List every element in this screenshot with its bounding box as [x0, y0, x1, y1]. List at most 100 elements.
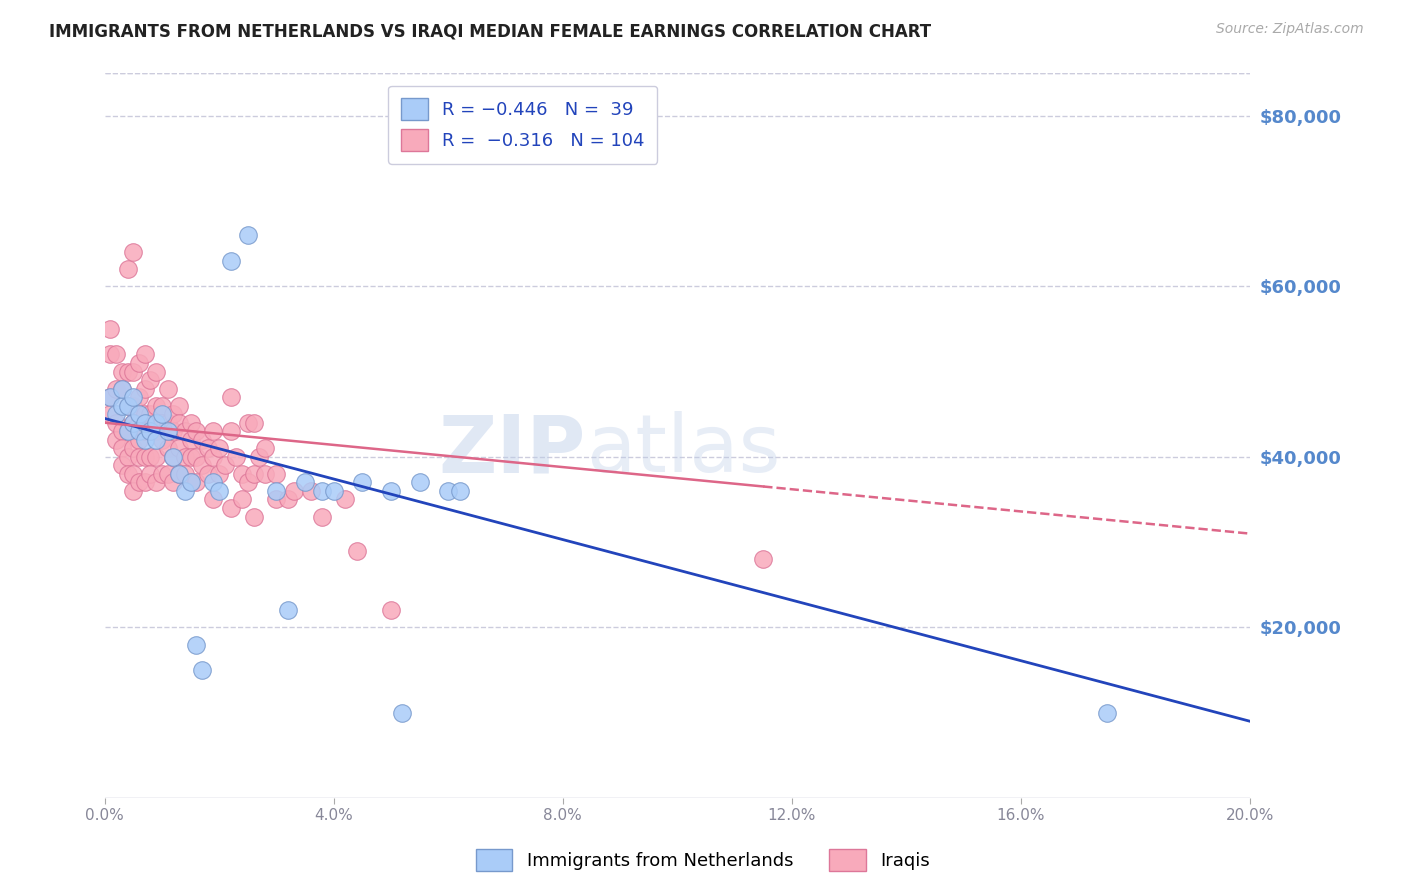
Point [299, 483, 322, 498]
Point [122, 483, 145, 498]
Point [191, 433, 214, 447]
Point [105, 416, 128, 430]
Point [167, 416, 190, 430]
Point [277, 603, 299, 617]
Point [277, 492, 299, 507]
Point [105, 382, 128, 396]
Point [242, 416, 264, 430]
Point [180, 475, 202, 490]
Point [253, 467, 276, 481]
Point [105, 347, 128, 361]
Point [449, 483, 471, 498]
Point [180, 450, 202, 464]
Point [128, 424, 150, 438]
Point [752, 552, 775, 566]
Point [186, 638, 208, 652]
Point [242, 509, 264, 524]
Point [208, 483, 231, 498]
Point [283, 483, 305, 498]
Point [150, 416, 173, 430]
Point [117, 424, 139, 438]
Point [197, 442, 219, 456]
Point [167, 399, 190, 413]
Point [117, 467, 139, 481]
Point [111, 442, 134, 456]
Point [117, 399, 139, 413]
Point [122, 390, 145, 404]
Point [242, 467, 264, 481]
Point [134, 416, 156, 430]
Point [111, 382, 134, 396]
Point [100, 390, 122, 404]
Point [219, 253, 242, 268]
Point [134, 407, 156, 421]
Point [202, 450, 225, 464]
Point [145, 416, 167, 430]
Point [134, 433, 156, 447]
Legend: Immigrants from Netherlands, Iraqis: Immigrants from Netherlands, Iraqis [470, 842, 936, 879]
Point [117, 399, 139, 413]
Point [186, 424, 208, 438]
Point [117, 424, 139, 438]
Point [236, 475, 259, 490]
Point [128, 416, 150, 430]
Point [266, 492, 288, 507]
Point [100, 407, 122, 421]
Point [105, 407, 128, 421]
Point [162, 475, 184, 490]
Point [122, 416, 145, 430]
Point [162, 450, 184, 464]
Point [162, 407, 184, 421]
Point [180, 416, 202, 430]
Point [173, 483, 195, 498]
Point [128, 475, 150, 490]
Point [111, 365, 134, 379]
Point [150, 467, 173, 481]
Point [408, 475, 430, 490]
Point [134, 347, 156, 361]
Point [128, 356, 150, 370]
Point [156, 424, 179, 438]
Point [139, 450, 162, 464]
Point [208, 442, 231, 456]
Point [150, 433, 173, 447]
Point [231, 492, 253, 507]
Point [122, 442, 145, 456]
Point [173, 467, 195, 481]
Point [117, 262, 139, 277]
Point [180, 475, 202, 490]
Point [100, 390, 122, 404]
Point [128, 450, 150, 464]
Point [117, 365, 139, 379]
Point [145, 365, 167, 379]
Point [122, 399, 145, 413]
Point [180, 433, 202, 447]
Point [162, 424, 184, 438]
Point [173, 424, 195, 438]
Point [231, 467, 253, 481]
Point [191, 663, 214, 677]
Point [437, 483, 460, 498]
Point [236, 416, 259, 430]
Point [139, 467, 162, 481]
Point [186, 475, 208, 490]
Point [311, 509, 333, 524]
Point [219, 424, 242, 438]
Point [214, 458, 236, 473]
Point [150, 399, 173, 413]
Point [134, 475, 156, 490]
Point [111, 424, 134, 438]
Point [391, 706, 413, 720]
Point [139, 373, 162, 387]
Point [311, 483, 333, 498]
Point [145, 424, 167, 438]
Text: atlas: atlas [586, 411, 780, 489]
Point [294, 475, 316, 490]
Point [128, 390, 150, 404]
Point [156, 467, 179, 481]
Text: IMMIGRANTS FROM NETHERLANDS VS IRAQI MEDIAN FEMALE EARNINGS CORRELATION CHART: IMMIGRANTS FROM NETHERLANDS VS IRAQI MED… [49, 22, 931, 40]
Point [111, 382, 134, 396]
Point [105, 433, 128, 447]
Point [162, 450, 184, 464]
Point [225, 450, 247, 464]
